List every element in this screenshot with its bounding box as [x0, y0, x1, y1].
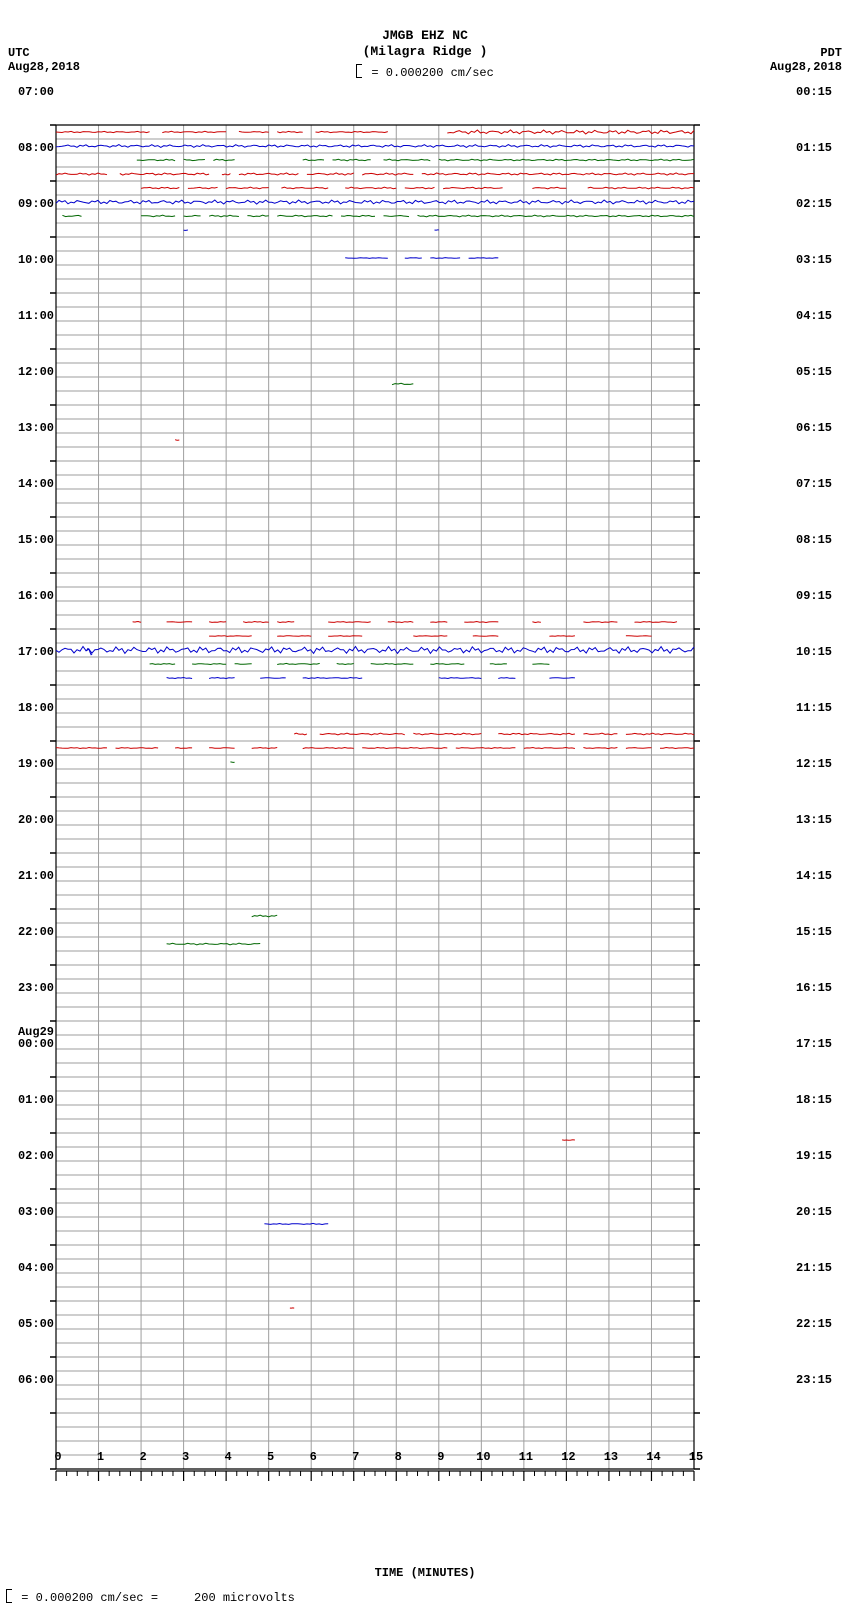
xaxis-tick-label: 6 [303, 1450, 323, 1464]
right-hour-label: 07:15 [796, 478, 840, 490]
xaxis-tick-label: 14 [643, 1450, 663, 1464]
left-hour-label: 00:00 [10, 1038, 54, 1050]
xaxis-tick-label: 9 [431, 1450, 451, 1464]
scale-legend: = 0.000200 cm/sec [0, 64, 850, 81]
left-hour-label: 01:00 [10, 1094, 54, 1106]
left-hour-label: 19:00 [10, 758, 54, 770]
right-hour-label: 23:15 [796, 1374, 840, 1386]
scale-bar-icon [356, 64, 362, 78]
xaxis-tick-label: 1 [91, 1450, 111, 1464]
left-hour-label: 08:00 [10, 142, 54, 154]
footer-microvolts: 200 microvolts [194, 1591, 295, 1605]
right-hour-label: 19:15 [796, 1150, 840, 1162]
left-hour-label: 23:00 [10, 982, 54, 994]
left-hour-label: 17:00 [10, 646, 54, 658]
left-hour-label: 09:00 [10, 198, 54, 210]
left-hour-label: 04:00 [10, 1262, 54, 1274]
xaxis-tick-label: 3 [176, 1450, 196, 1464]
left-hour-label: 21:00 [10, 870, 54, 882]
right-hour-label: 11:15 [796, 702, 840, 714]
xaxis-tick-label: 12 [558, 1450, 578, 1464]
left-hour-label: 07:00 [10, 86, 54, 98]
right-hour-label: 04:15 [796, 310, 840, 322]
xaxis-tick-label: 8 [388, 1450, 408, 1464]
left-hour-label: 14:00 [10, 478, 54, 490]
right-hour-label: 06:15 [796, 422, 840, 434]
right-hour-label: 14:15 [796, 870, 840, 882]
left-hour-label: 12:00 [10, 366, 54, 378]
footer: = 0.000200 cm/sec = 200 microvolts [4, 1589, 295, 1605]
tz-left-code: UTC [8, 46, 80, 60]
tz-right: PDT Aug28,2018 [770, 46, 842, 74]
footer-bar-icon [6, 1589, 12, 1603]
right-hour-label: 10:15 [796, 646, 840, 658]
xaxis-tick-label: 7 [346, 1450, 366, 1464]
left-hour-label: 02:00 [10, 1150, 54, 1162]
right-hour-label: 13:15 [796, 814, 840, 826]
tz-left: UTC Aug28,2018 [8, 46, 80, 74]
tz-right-date: Aug28,2018 [770, 60, 842, 74]
xaxis-tick-label: 0 [48, 1450, 68, 1464]
left-hour-label: 22:00 [10, 926, 54, 938]
helicorder-svg [56, 92, 694, 1532]
xaxis-tick-label: 5 [261, 1450, 281, 1464]
tz-left-date: Aug28,2018 [8, 60, 80, 74]
right-hour-label: 16:15 [796, 982, 840, 994]
right-hour-label: 02:15 [796, 198, 840, 210]
left-hour-label: 03:00 [10, 1206, 54, 1218]
xaxis-tick-label: 15 [686, 1450, 706, 1464]
left-hour-label: 18:00 [10, 702, 54, 714]
left-hour-label: 20:00 [10, 814, 54, 826]
right-hour-label: 18:15 [796, 1094, 840, 1106]
xaxis-tick-label: 11 [516, 1450, 536, 1464]
left-hour-label: 05:00 [10, 1318, 54, 1330]
station-location: (Milagra Ridge ) [0, 44, 850, 60]
xaxis-label-text: TIME (MINUTES) [375, 1566, 476, 1580]
right-hour-label: 00:15 [796, 86, 840, 98]
tz-right-code: PDT [770, 46, 842, 60]
header: JMGB EHZ NC (Milagra Ridge ) = 0.000200 … [0, 28, 850, 81]
right-hour-label: 21:15 [796, 1262, 840, 1274]
xaxis-tick-label: 2 [133, 1450, 153, 1464]
left-hour-label: 16:00 [10, 590, 54, 602]
scale-text: = 0.000200 cm/sec [371, 66, 493, 80]
right-hour-label: 09:15 [796, 590, 840, 602]
xaxis-tick-label: 10 [473, 1450, 493, 1464]
plot-area [56, 92, 694, 1532]
xaxis-tick-label: 4 [218, 1450, 238, 1464]
aug29-label: Aug29 [10, 1026, 54, 1038]
right-hour-label: 22:15 [796, 1318, 840, 1330]
helicorder-page: JMGB EHZ NC (Milagra Ridge ) = 0.000200 … [0, 0, 850, 1613]
right-hour-label: 17:15 [796, 1038, 840, 1050]
right-hour-label: 01:15 [796, 142, 840, 154]
station-code: JMGB EHZ NC [0, 28, 850, 44]
left-hour-label: 10:00 [10, 254, 54, 266]
footer-scale-text: = 0.000200 cm/sec = [21, 1591, 158, 1605]
left-hour-label: 06:00 [10, 1374, 54, 1386]
right-hour-label: 03:15 [796, 254, 840, 266]
right-hour-label: 12:15 [796, 758, 840, 770]
right-hour-label: 15:15 [796, 926, 840, 938]
right-hour-label: 20:15 [796, 1206, 840, 1218]
xaxis-label: TIME (MINUTES) [0, 1566, 850, 1580]
right-hour-label: 08:15 [796, 534, 840, 546]
xaxis-tick-label: 13 [601, 1450, 621, 1464]
left-hour-label: 11:00 [10, 310, 54, 322]
left-hour-label: 13:00 [10, 422, 54, 434]
right-hour-label: 05:15 [796, 366, 840, 378]
left-hour-label: 15:00 [10, 534, 54, 546]
